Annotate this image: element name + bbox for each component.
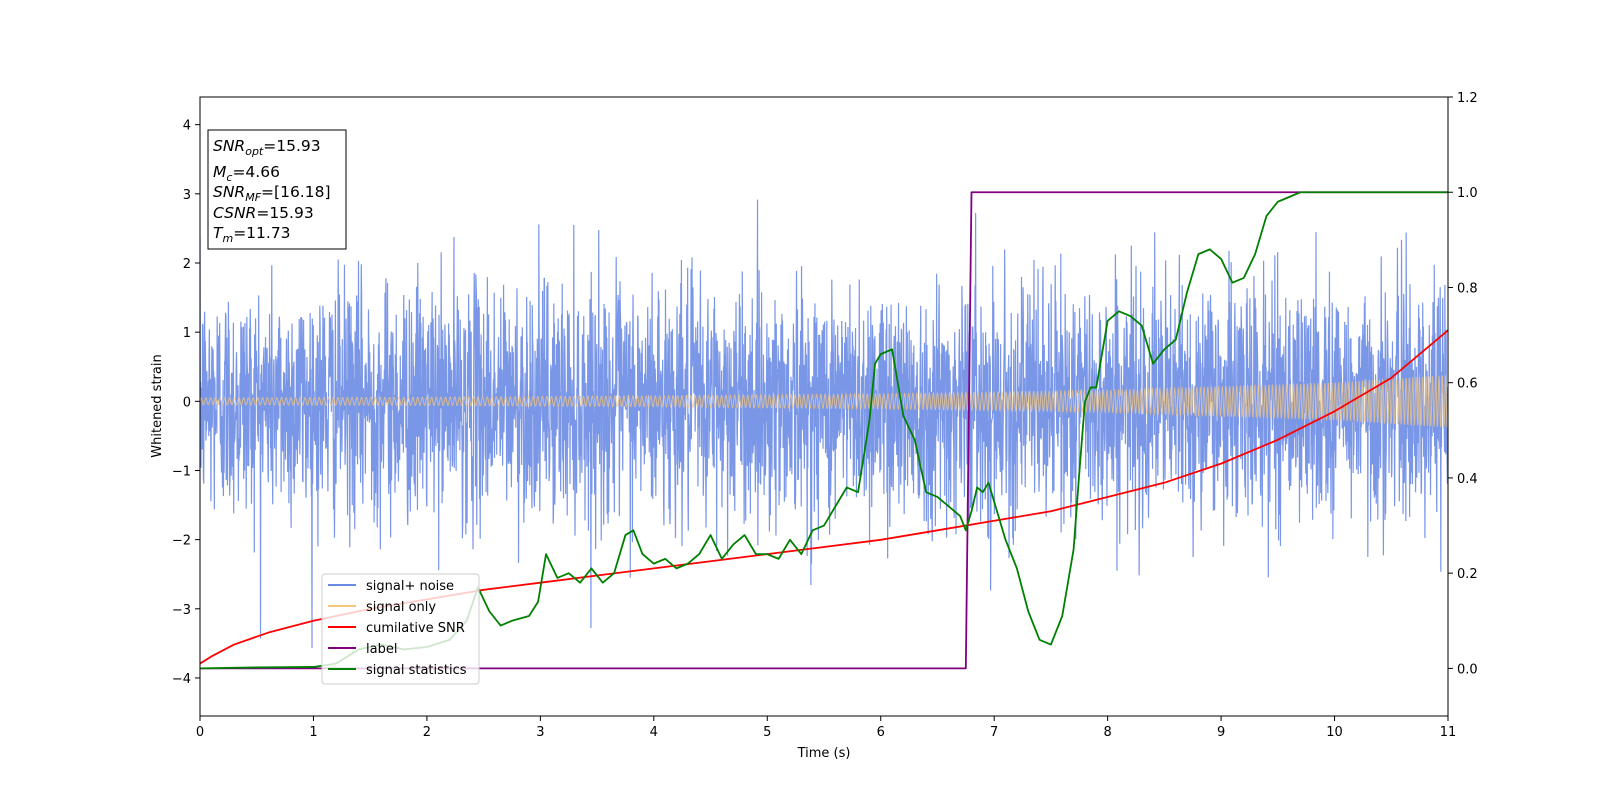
y-tick-label: 0 [183,395,191,410]
axes: 0 1 2 3 4 5 6 7 8 9 10 1143210−1−2−3−41.21.00.80.60… [172,91,1478,740]
legend-label: signal only [366,600,436,615]
x-tick-label: 1 [309,725,317,740]
x-tick-label: 2 [423,725,431,740]
legend-frame [321,573,480,685]
info-box-symbol: T [213,224,224,242]
info-box-line: Mc=4.66 [213,163,280,184]
info-box-line: SNRopt=15.93 [213,137,321,158]
y-tick-label: −3 [172,603,191,618]
legend-label: signal statistics [366,663,467,678]
y2-tick-label: 0.0 [1457,662,1478,677]
y-tick-label: −4 [172,672,191,687]
info-box-symbol: CSNR [213,204,256,222]
info-box-symbol: SNR [213,183,245,201]
x-tick-label: 0 [196,725,204,740]
y-tick-label: −1 [172,464,191,479]
info-box: SNRopt=15.93Mc=4.66SNRMF=[16.18]CSNR=15.… [207,129,347,250]
y2-tick-label: 1.0 [1457,186,1478,201]
info-box-value: =[16.18] [261,183,330,201]
info-box-subscript: opt [245,145,264,158]
plot-area [200,191,1448,670]
info-box-subscript: m [222,232,233,245]
y-tick-label: 3 [183,188,191,203]
series-signal-only [200,375,1448,428]
series-signal-statistics [200,191,1448,670]
series-label [200,191,1448,670]
info-box-value: =4.66 [232,163,280,181]
info-box-subscript: MF [245,191,261,204]
y2-tick-label: 0.4 [1457,472,1478,487]
legend-label: signal+ noise [366,579,454,594]
info-box-frame [207,129,347,250]
x-tick-label: 7 [990,725,998,740]
x-tick-label: 9 [1217,725,1225,740]
info-box-line: CSNR=15.93 [213,204,314,222]
x-axis-label: Time (s) [797,746,851,761]
x-tick-label: 8 [1103,725,1111,740]
y-axis-label: Whitened strain [150,354,165,457]
x-tick-label: 5 [763,725,771,740]
x-tick-label: 3 [536,725,544,740]
info-box-line: Tm=11.73 [213,224,291,245]
x-tick-label: 11 [1440,725,1457,740]
x-tick-label: 6 [877,725,885,740]
y2-tick-label: 0.2 [1457,567,1478,582]
info-box-symbol: M [213,163,226,181]
legend-label: cumilative SNR [366,621,465,636]
info-box-value: =15.93 [256,204,313,222]
y2-tick-label: 0.6 [1457,377,1478,392]
info-box-subscript: c [226,171,232,184]
y-tick-label: 1 [183,326,191,341]
y-tick-label: −2 [172,534,191,549]
info-box-symbol: SNR [213,137,245,155]
y-tick-label: 2 [183,257,191,272]
y2-tick-label: 0.8 [1457,281,1478,296]
x-tick-label: 10 [1326,725,1343,740]
plot-frame [199,96,1449,717]
y-tick-label: 4 [183,119,191,134]
info-box-value: =15.93 [263,137,320,155]
info-box-line: SNRMF=[16.18] [213,183,331,204]
info-box-value: =11.73 [233,224,290,242]
y2-tick-label: 1.2 [1457,91,1478,106]
legend-label: label [366,642,397,657]
x-tick-label: 4 [650,725,658,740]
legend: signal+ noise signal only cumilative SNR la… [321,573,480,685]
